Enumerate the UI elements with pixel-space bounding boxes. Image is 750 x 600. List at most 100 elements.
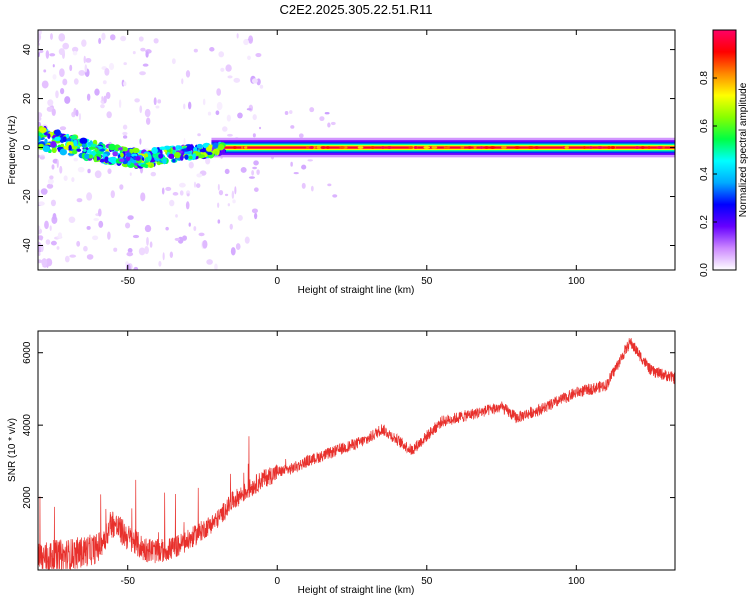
- spectrogram-ridge-blob: [607, 146, 611, 149]
- spectrogram-ridge-blob: [88, 142, 92, 146]
- spectrogram-noise-blob: [293, 172, 299, 175]
- spectrogram-noise-blob: [41, 258, 48, 267]
- spectrogram-noise-blob: [256, 169, 260, 175]
- spectrogram-noise-blob: [47, 99, 54, 107]
- spectrogram-noise-blob: [226, 114, 231, 122]
- spectrogram-ridge-blob: [596, 146, 604, 149]
- spectrogram-noise-blob: [195, 183, 201, 188]
- spectrogram-noise-blob: [81, 39, 87, 47]
- spectrogram-noise-blob: [38, 42, 41, 46]
- spectrogram-noise-blob: [101, 32, 106, 41]
- spectrogram-noise-blob: [56, 246, 60, 250]
- spectrogram-ridge-blob: [73, 139, 78, 147]
- spectrogram-noise-blob: [183, 137, 186, 146]
- spectrogram-noise-blob: [85, 57, 92, 63]
- spectrogram-noise-blob: [59, 126, 67, 131]
- spectrogram-ridge-blob: [381, 146, 385, 149]
- snr-x-tick-label: 100: [568, 576, 585, 587]
- spectrogram-noise-blob: [139, 138, 142, 145]
- spectrogram-ridge-blob: [214, 150, 218, 155]
- spectrogram-noise-blob: [252, 166, 257, 170]
- spectrogram-ridge-blob: [140, 164, 149, 168]
- colorbar-axes: 0.0 0.2 0.4 0.6 0.8: [699, 71, 717, 277]
- spectrogram-noise-blob: [38, 259, 43, 264]
- spectrogram-noise-blob: [193, 48, 198, 53]
- spectrogram-noise-blob: [289, 110, 293, 115]
- spectrogram-ridge-blob: [188, 155, 193, 160]
- spectrogram-noise-blob: [240, 167, 247, 173]
- spectrogram-noise-blob: [120, 35, 127, 42]
- spectrogram-ridge-blob: [50, 141, 57, 148]
- spectrogram-noise-blob: [232, 199, 236, 204]
- spectrogram-ridge-blob: [529, 146, 534, 149]
- snr-x-tick-label: 50: [421, 576, 433, 587]
- spectrogram-ridge-blob: [90, 143, 97, 147]
- spectrogram-ridge-blob: [99, 158, 106, 163]
- spectrogram-noise-blob: [123, 81, 127, 87]
- spectrogram-noise-blob: [145, 117, 151, 125]
- spectrogram-noise-blob: [248, 176, 255, 179]
- spectrogram-noise-blob: [165, 226, 169, 231]
- spectrogram-noise-blob: [45, 239, 51, 245]
- spectrogram-noise-blob: [206, 259, 213, 265]
- spectrogram-noise-blob: [71, 46, 79, 53]
- spectrogram-ridge-blob: [120, 152, 124, 158]
- spectrogram-noise-blob: [146, 236, 149, 246]
- spectrogram-noise-blob: [218, 51, 225, 58]
- spectrogram-ridge-blob: [339, 146, 345, 149]
- spectrogram-noise-blob: [46, 106, 54, 112]
- spectrogram-noise-blob: [126, 263, 131, 270]
- colorbar-tick-label: 0.8: [699, 71, 710, 85]
- spectrogram-ridge-blob: [489, 146, 496, 149]
- spectrogram-noise-blob: [290, 125, 295, 129]
- spectrogram-ridge-blob: [94, 147, 98, 152]
- spectrogram-ridge-blob: [179, 154, 184, 161]
- spectrogram-ridge-blob: [54, 136, 61, 142]
- spectrogram-ridge-blob: [208, 144, 213, 149]
- spectrogram-noise-blob: [107, 231, 111, 240]
- spectrogram-noise-blob: [310, 185, 314, 192]
- spectrogram-ridge-blob: [84, 153, 90, 160]
- spectrogram-noise-blob: [301, 164, 307, 170]
- spectrogram-ridge-blob: [62, 136, 67, 143]
- spectrogram-noise-blob: [76, 240, 81, 247]
- spectrogram-noise-blob: [60, 88, 65, 95]
- spectrogram-noise-blob: [100, 104, 105, 109]
- spectrogram-noise-blob: [45, 258, 53, 267]
- spectrogram-noise-blob: [87, 168, 91, 174]
- spectrogram-noise-blob: [247, 55, 251, 61]
- spectrogram-ridge-blob: [513, 146, 521, 149]
- snr-y-tick-label: 2000: [22, 486, 33, 509]
- spectrogram-ridge-blob: [162, 158, 167, 165]
- spectrogram-noise-blob: [172, 192, 179, 196]
- spectrogram-noise-blob: [46, 183, 54, 189]
- snr-series-line: [38, 338, 675, 570]
- spectrogram-noise-blob: [224, 168, 230, 175]
- spectrogram-noise-blob: [86, 225, 91, 230]
- spectrogram-ridge-blob: [196, 143, 204, 149]
- spectrogram-ridge-blob: [55, 129, 61, 137]
- spectrogram-noise-blob: [253, 160, 259, 166]
- spectrogram-noise-blob: [38, 225, 41, 231]
- spectrogram-y-tick-label: 40: [22, 44, 33, 56]
- snr-marks: [38, 338, 675, 570]
- snr-x-tick-label: 0: [274, 576, 280, 587]
- spectrogram-noise-blob: [94, 170, 102, 179]
- spectrogram-noise-blob: [98, 37, 102, 45]
- spectrogram-noise-blob: [109, 62, 115, 71]
- spectrogram-noise-blob: [153, 38, 159, 44]
- spectrogram-noise-blob: [144, 246, 149, 255]
- spectrogram-ridge-blob: [88, 154, 93, 159]
- spectrogram-noise-blob: [38, 201, 45, 206]
- spectrogram-ridge-blob: [610, 146, 616, 149]
- spectrogram-noise-blob: [185, 70, 191, 78]
- spectrogram-noise-blob: [49, 175, 54, 180]
- spectrogram-noise-blob: [251, 208, 259, 214]
- spectrogram-noise-blob: [59, 68, 65, 77]
- spectrogram-noise-blob: [175, 214, 178, 218]
- spectrogram-ridge-blob: [39, 127, 47, 134]
- spectrogram-noise-blob: [253, 187, 259, 192]
- spectrogram-noise-blob: [251, 78, 258, 84]
- spectrogram-noise-blob: [145, 51, 149, 58]
- spectrogram-noise-blob: [133, 266, 139, 270]
